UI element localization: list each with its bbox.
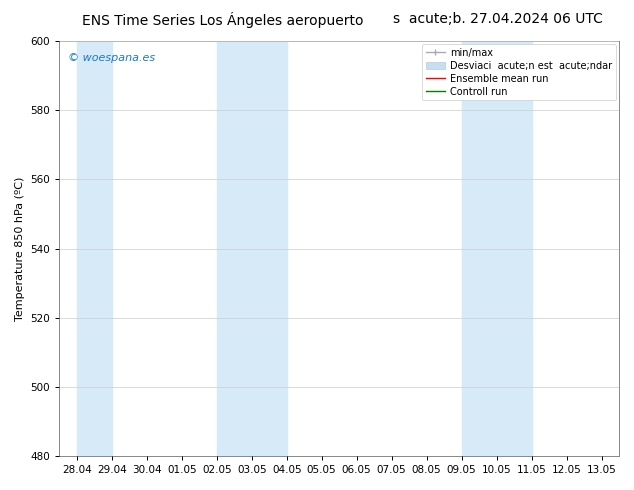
Text: © woespana.es: © woespana.es [68,53,155,64]
Bar [217,41,287,456]
Y-axis label: Temperature 850 hPa (ºC): Temperature 850 hPa (ºC) [15,176,25,320]
Legend: min/max, Desviaci  acute;n est  acute;ndar, Ensemble mean run, Controll run: min/max, Desviaci acute;n est acute;ndar… [422,44,616,100]
Text: s  acute;b. 27.04.2024 06 UTC: s acute;b. 27.04.2024 06 UTC [393,12,603,26]
Bar [462,41,531,456]
Text: ENS Time Series Los Ángeles aeropuerto: ENS Time Series Los Ángeles aeropuerto [82,12,364,28]
Bar [77,41,112,456]
